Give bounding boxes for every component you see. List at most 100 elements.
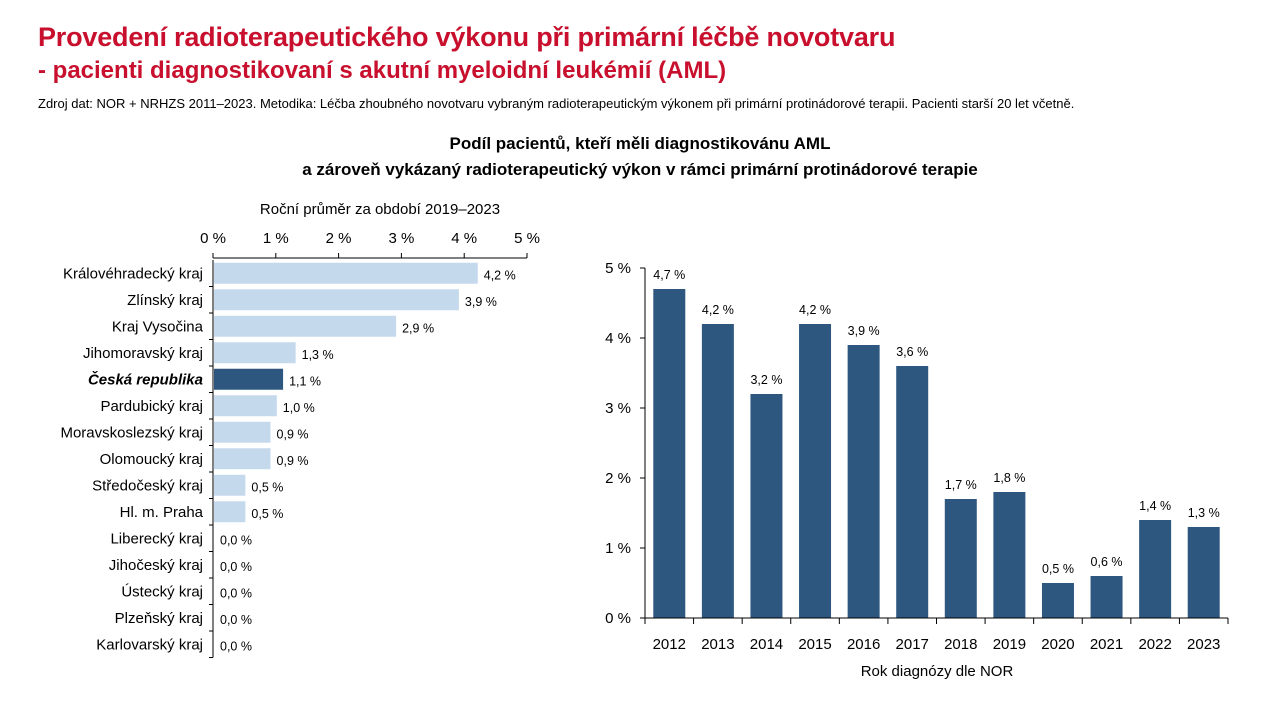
yearly-x-tick-label: 2013 xyxy=(701,636,734,653)
yearly-data-label: 4,7 % xyxy=(653,268,685,282)
yearly-data-label: 0,5 % xyxy=(1042,562,1074,576)
yearly-x-tick-label: 2020 xyxy=(1041,636,1074,653)
regional-chart-title: Roční průměr za období 2019–2023 xyxy=(260,201,500,218)
regional-category-label: Středočeský kraj xyxy=(92,477,203,494)
yearly-bars xyxy=(653,289,1220,618)
regional-data-label: 0,5 % xyxy=(251,507,283,521)
yearly-data-label: 1,3 % xyxy=(1188,506,1220,520)
regional-bar xyxy=(214,474,246,496)
yearly-x-tick-label: 2023 xyxy=(1187,636,1220,653)
yearly-x-tick-label: 2016 xyxy=(847,636,880,653)
regional-data-label: 0,9 % xyxy=(277,454,309,468)
regional-bar xyxy=(214,315,397,337)
regional-category-label: Zlínský kraj xyxy=(127,292,203,309)
yearly-y-tick-label: 1 % xyxy=(605,540,631,557)
regional-bar-chart: Roční průměr za období 2019–2023 0 % 1 % 2… xyxy=(60,201,540,658)
yearly-data-label: 4,2 % xyxy=(702,303,734,317)
regional-data-label: 1,3 % xyxy=(302,348,334,362)
yearly-bar xyxy=(993,492,1026,618)
regional-x-tick-label: 4 % xyxy=(451,230,477,247)
regional-data-label: 0,0 % xyxy=(220,613,252,627)
page-subtitle: - pacienti diagnostikovaní s akutní myel… xyxy=(38,57,727,84)
regional-data-label: 4,2 % xyxy=(484,268,516,282)
regional-data-label: 3,9 % xyxy=(465,295,497,309)
regional-x-tick-label: 0 % xyxy=(200,230,226,247)
yearly-x-tick-label: 2017 xyxy=(896,636,929,653)
regional-category-label: Liberecký kraj xyxy=(110,530,203,547)
regional-category-label: Česká republika xyxy=(88,370,203,388)
yearly-data-label: 0,6 % xyxy=(1091,555,1123,569)
yearly-y-tick-label: 4 % xyxy=(605,330,631,347)
yearly-data-label: 3,9 % xyxy=(848,324,880,338)
yearly-y-tick-label: 2 % xyxy=(605,470,631,487)
regional-category-label: Karlovarský kraj xyxy=(96,636,203,653)
regional-data-label: 0,5 % xyxy=(251,480,283,494)
yearly-x-tick-label: 2022 xyxy=(1138,636,1171,653)
regional-data-label: 0,0 % xyxy=(220,639,252,653)
yearly-x-axis: 2012 2013 2014 2015 2016 2017 2018 2019 2020 2021… xyxy=(644,617,1229,653)
yearly-bar xyxy=(1139,520,1172,618)
yearly-bar xyxy=(750,394,783,618)
yearly-y-tick-label: 5 % xyxy=(605,260,631,277)
chart-heading-line2: a zároveň vykázaný radioterapeutický výk… xyxy=(302,160,978,179)
regional-x-tick-label: 3 % xyxy=(388,230,414,247)
yearly-x-tick-label: 2021 xyxy=(1090,636,1123,653)
yearly-y-axis: 0 % 1 % 2 % 3 % 4 % 5 % xyxy=(605,260,646,627)
yearly-data-label: 1,8 % xyxy=(993,471,1025,485)
regional-category-label: Královéhradecký kraj xyxy=(63,265,203,282)
chart-heading-line1: Podíl pacientů, kteří měli diagnostiková… xyxy=(449,134,831,153)
regional-category-label: Hl. m. Praha xyxy=(120,504,204,521)
yearly-data-label: 4,2 % xyxy=(799,303,831,317)
regional-bar xyxy=(214,342,296,364)
regional-category-label: Ústecký kraj xyxy=(121,583,203,600)
yearly-y-tick-label: 0 % xyxy=(605,610,631,627)
yearly-y-tick-label: 3 % xyxy=(605,400,631,417)
regional-data-labels: 4,2 % 3,9 % 2,9 % 1,3 % 1,1 % 1,0 % 0,9 % 0,9 %… xyxy=(220,268,516,653)
yearly-x-axis-title: Rok diagnózy dle NOR xyxy=(861,663,1014,680)
regional-bar xyxy=(214,395,277,417)
yearly-x-tick-label: 2012 xyxy=(653,636,686,653)
regional-category-label: Pardubický kraj xyxy=(100,398,203,415)
yearly-x-tick-label: 2015 xyxy=(798,636,831,653)
regional-x-tick-label: 2 % xyxy=(326,230,352,247)
regional-bar xyxy=(214,262,478,284)
regional-data-label: 0,0 % xyxy=(220,533,252,547)
regional-x-axis: 0 % 1 % 2 % 3 % 4 % 5 % xyxy=(200,230,540,658)
data-source-note: Zdroj dat: NOR + NRHZS 2011–2023. Metodi… xyxy=(38,96,1075,111)
regional-data-label: 0,0 % xyxy=(220,560,252,574)
regional-data-label: 2,9 % xyxy=(402,321,434,335)
regional-x-tick-label: 5 % xyxy=(514,230,540,247)
regional-data-label: 0,0 % xyxy=(220,586,252,600)
regional-data-label: 1,1 % xyxy=(289,374,321,388)
regional-category-labels: Královéhradecký kraj Zlínský kraj Kraj Vys… xyxy=(60,265,203,653)
regional-category-label: Plzeňský kraj xyxy=(115,610,203,627)
yearly-data-label: 3,6 % xyxy=(896,345,928,359)
yearly-bar xyxy=(1090,576,1123,618)
regional-category-label: Jihočeský kraj xyxy=(109,557,203,574)
yearly-x-tick-label: 2019 xyxy=(993,636,1026,653)
regional-bar xyxy=(214,501,246,523)
yearly-bar xyxy=(1187,527,1220,618)
regional-category-label: Olomoucký kraj xyxy=(100,451,203,468)
regional-bar xyxy=(214,368,284,390)
yearly-x-tick-label: 2018 xyxy=(944,636,977,653)
yearly-bar xyxy=(1041,583,1074,618)
yearly-bar xyxy=(847,345,880,618)
regional-category-label: Kraj Vysočina xyxy=(112,318,204,335)
yearly-bar xyxy=(896,366,929,618)
regional-category-label: Moravskoslezský kraj xyxy=(60,424,203,441)
yearly-data-label: 1,7 % xyxy=(945,478,977,492)
yearly-data-labels: 4,7 % 4,2 % 3,2 % 4,2 % 3,9 % 3,6 % 1,7 % 1,8 %… xyxy=(653,268,1219,576)
yearly-bar xyxy=(653,289,686,618)
regional-data-label: 0,9 % xyxy=(277,427,309,441)
regional-bars xyxy=(214,262,478,523)
regional-data-label: 1,0 % xyxy=(283,401,315,415)
page-title: Provedení radioterapeutického výkonu při… xyxy=(38,22,896,52)
regional-category-label: Jihomoravský kraj xyxy=(83,345,203,362)
regional-x-tick-label: 1 % xyxy=(263,230,289,247)
regional-bar xyxy=(214,289,459,311)
regional-bar xyxy=(214,448,271,470)
yearly-x-tick-label: 2014 xyxy=(750,636,783,653)
yearly-data-label: 1,4 % xyxy=(1139,499,1171,513)
regional-bar xyxy=(214,421,271,443)
